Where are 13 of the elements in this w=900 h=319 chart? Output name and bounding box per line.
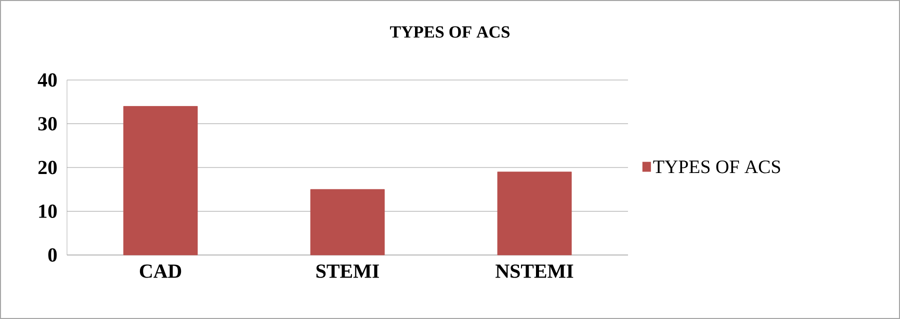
y-tick-label: 30 [38,117,57,130]
y-tick-label: 10 [39,204,57,218]
y-tick-label: 40 [38,73,57,87]
bar [310,189,385,256]
bar [497,172,572,256]
x-tick-label: CAD [140,264,182,278]
x-tick-label: NSTEMI [496,264,574,278]
chart-title: TYPES OF ACS [390,26,510,38]
bar [123,106,198,256]
y-tick-label: 20 [38,160,57,174]
legend-label: TYPES OF ACS [653,160,780,174]
x-tick-label: STEMI [316,264,379,278]
y-tick-label: 0 [48,248,57,262]
